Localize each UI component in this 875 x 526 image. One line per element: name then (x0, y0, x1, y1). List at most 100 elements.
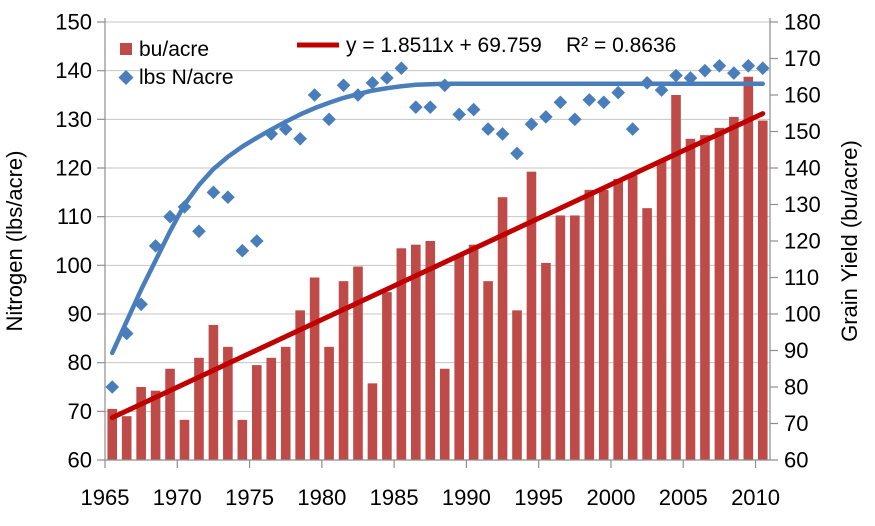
yield-bar (396, 248, 407, 460)
yield-bar (367, 383, 378, 460)
n-rate-point (727, 66, 741, 80)
right-tick-label: 110 (784, 265, 819, 290)
right-tick-label: 140 (784, 156, 821, 181)
yield-bar (353, 266, 363, 460)
yield-bar (584, 189, 595, 460)
n-rate-point (596, 95, 611, 110)
yield-bar (642, 208, 652, 460)
yield-bar (223, 346, 233, 460)
n-rate-point (163, 209, 177, 224)
yield-bar (483, 281, 493, 460)
x-tick-label: 1965 (81, 485, 130, 510)
yield-bar (613, 178, 624, 460)
left-tick-label: 110 (57, 204, 92, 229)
yield-bar (251, 365, 262, 460)
n-rate-point (452, 107, 466, 122)
right-tick-label: 100 (784, 302, 821, 327)
right-tick-label: 170 (784, 46, 821, 71)
yield-bar (671, 95, 681, 460)
n-rate-point (278, 122, 293, 136)
left-tick-label: 80 (68, 350, 92, 375)
n-rate-point (495, 127, 510, 141)
n-rate-point (481, 122, 495, 136)
n-rate-point (206, 185, 221, 200)
yield-bar (541, 262, 551, 460)
yield-bar (729, 116, 739, 461)
n-rate-point (640, 76, 654, 90)
yield-bar (512, 310, 522, 460)
n-rate-point (539, 110, 553, 124)
n-rate-point (611, 85, 626, 100)
yield-bar (266, 357, 277, 460)
yield-bar (338, 281, 349, 460)
trend-r2-label: R² = 0.8636 (566, 34, 676, 57)
yield-bar (468, 244, 479, 460)
yield-bar (685, 138, 696, 461)
n-rate-point (293, 132, 307, 146)
legend-diamond-swatch-icon (118, 70, 134, 85)
n-rate-point (148, 239, 163, 253)
n-rate-point (351, 88, 365, 102)
yield-bar (497, 197, 508, 460)
n-rate-point (105, 380, 120, 394)
left-tick-label: 60 (68, 448, 92, 473)
yield-bar (165, 368, 175, 460)
yield-bar (439, 368, 450, 460)
x-tick-label: 1980 (297, 485, 346, 510)
left-tick-label: 150 (55, 10, 92, 35)
n-rate-point (466, 102, 481, 117)
left-tick-label: 140 (55, 58, 92, 83)
yield-bar (107, 408, 118, 460)
x-tick-label: 2005 (659, 485, 708, 510)
yield-bar (150, 390, 161, 460)
right-tick-label: 160 (784, 83, 821, 108)
yield-bar (454, 255, 464, 460)
yield-bar (324, 346, 334, 460)
plot-area: 150 140 130 120 110 100 90 80 70 60 180 170 160 150 14… (55, 10, 820, 511)
yield-bar (555, 215, 566, 460)
right-tick-label: 150 (784, 119, 821, 144)
n-rate-point (698, 63, 712, 78)
right-tick-label: 60 (784, 448, 808, 473)
n-rate-point (264, 127, 279, 141)
yield-bar (295, 310, 305, 460)
n-rate-point (365, 76, 380, 90)
n-rate-point (307, 88, 322, 102)
x-tick-label: 2010 (731, 485, 780, 510)
x-tick-label: 1995 (514, 485, 563, 510)
n-rate-point (654, 83, 669, 97)
yield-bar (757, 120, 768, 461)
right-tick-label: 120 (784, 229, 821, 254)
yield-bar (700, 135, 710, 460)
yield-bar (627, 175, 638, 461)
n-rate-point (177, 200, 192, 214)
n-rate-point (625, 122, 640, 136)
yield-bar (208, 324, 219, 460)
n-rate-point (712, 59, 727, 73)
legend-scatter-label: lbs N/acre (139, 66, 234, 89)
yield-bar (425, 241, 436, 460)
legend-bar-label: bu/acre (139, 38, 209, 61)
yield-bar (136, 387, 146, 460)
yield-bar (121, 416, 132, 460)
x-tick-label: 1985 (370, 485, 419, 510)
yield-bar (598, 189, 609, 460)
n-rate-point (582, 93, 597, 107)
yield-bar (237, 419, 248, 460)
n-rate-point (394, 61, 409, 76)
left-tick-label: 90 (68, 302, 92, 327)
n-rate-point (553, 95, 568, 110)
yield-bar (280, 346, 291, 460)
right-tick-label: 70 (784, 411, 808, 436)
n-rate-point (683, 71, 698, 85)
x-tick-label: 1975 (225, 485, 274, 510)
left-tick-label: 120 (55, 156, 92, 181)
yield-bar (309, 277, 320, 460)
yield-bar (411, 244, 421, 460)
n-rate-point (669, 68, 683, 83)
n-rate-point (409, 100, 423, 114)
right-tick-label: 130 (784, 192, 821, 217)
right-tick-label: 80 (784, 375, 808, 400)
